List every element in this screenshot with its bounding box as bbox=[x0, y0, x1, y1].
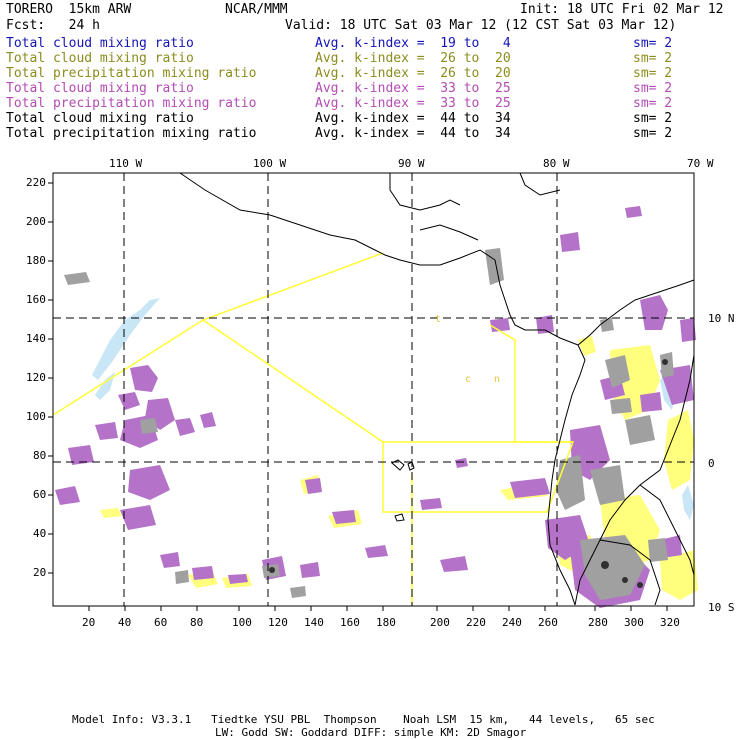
legend-name-3: Total precipitation mixing ratio bbox=[6, 66, 257, 81]
lon-label-90w: 90 W bbox=[398, 157, 425, 170]
x-tick-320: 320 bbox=[660, 616, 680, 629]
model-title: TORERO 15km ARW bbox=[6, 2, 132, 17]
x-tick-140: 140 bbox=[304, 616, 324, 629]
legend-kindex-3: Avg. k-index = 26 to 20 bbox=[315, 66, 511, 81]
y-tick-40: 40 bbox=[33, 527, 47, 540]
lat-lon-grid bbox=[53, 173, 694, 606]
y-tick-20: 20 bbox=[33, 566, 47, 579]
forecast-hour: Fcst: 24 h bbox=[6, 18, 100, 33]
legend-name-6: Total cloud mixing ratio bbox=[6, 111, 194, 126]
y-tick-200: 200 bbox=[26, 215, 46, 228]
legend-sm-1: sm= 2 bbox=[633, 36, 673, 51]
legend-sm-6: sm= 2 bbox=[633, 111, 673, 126]
region-label-c: c bbox=[465, 374, 471, 385]
lat-label-10n: 10 N bbox=[708, 312, 735, 325]
x-tick-260: 260 bbox=[538, 616, 558, 629]
legend-kindex-6: Avg. k-index = 44 to 34 bbox=[315, 111, 511, 126]
y-tick-100: 100 bbox=[26, 410, 46, 423]
legend-name-4: Total cloud mixing ratio bbox=[6, 81, 194, 96]
legend-kindex-2: Avg. k-index = 26 to 20 bbox=[315, 51, 511, 66]
legend-name-1: Total cloud mixing ratio bbox=[6, 36, 194, 51]
legend-kindex-7: Avg. k-index = 44 to 34 bbox=[315, 126, 511, 141]
y-tick-80: 80 bbox=[33, 449, 47, 462]
footer-model-info: Model Info: V3.3.1 Tiedtke YSU PBL Thomp… bbox=[72, 713, 655, 726]
footer-physics-info: LW: Godd SW: Goddard DIFF: simple KM: 2D… bbox=[215, 726, 527, 739]
coastlines bbox=[179, 172, 695, 606]
y-tick-120: 120 bbox=[26, 371, 46, 384]
gray-cloud-areas bbox=[64, 248, 674, 600]
x-tick-300: 300 bbox=[624, 616, 644, 629]
x-tick-240: 240 bbox=[502, 616, 522, 629]
x-tick-160: 160 bbox=[340, 616, 360, 629]
legend-kindex-1: Avg. k-index = 19 to 4 bbox=[315, 36, 511, 51]
legend-sm-4: sm= 2 bbox=[633, 81, 673, 96]
legend-sm-2: sm= 2 bbox=[633, 51, 673, 66]
x-tick-20: 20 bbox=[82, 616, 96, 629]
x-tick-40: 40 bbox=[118, 616, 132, 629]
map-frame bbox=[52, 172, 695, 607]
legend-name-5: Total precipitation mixing ratio bbox=[6, 96, 257, 111]
x-tick-180: 180 bbox=[376, 616, 396, 629]
legend-sm-5: sm= 2 bbox=[633, 96, 673, 111]
lon-label-70w: 70 W bbox=[687, 157, 714, 170]
lat-label-0: 0 bbox=[708, 457, 715, 470]
valid-time: Valid: 18 UTC Sat 03 Mar 12 (12 CST Sat … bbox=[285, 18, 677, 33]
legend-name-7: Total precipitation mixing ratio bbox=[6, 126, 257, 141]
y-tick-140: 140 bbox=[26, 332, 46, 345]
x-tick-100: 100 bbox=[232, 616, 252, 629]
y-tick-180: 180 bbox=[26, 254, 46, 267]
lon-label-110w: 110 W bbox=[109, 157, 143, 170]
region-label-n: n bbox=[494, 374, 500, 385]
x-tick-120: 120 bbox=[268, 616, 288, 629]
x-tick-60: 60 bbox=[154, 616, 168, 629]
y-tick-60: 60 bbox=[33, 488, 47, 501]
lat-label-10s: 10 S bbox=[708, 601, 735, 614]
y-tick-160: 160 bbox=[26, 293, 46, 306]
dark-cloud-cores bbox=[269, 359, 668, 588]
region-label-t: t bbox=[435, 314, 441, 325]
legend-kindex-5: Avg. k-index = 33 to 25 bbox=[315, 96, 511, 111]
lon-label-80w: 80 W bbox=[543, 157, 570, 170]
legend-name-2: Total cloud mixing ratio bbox=[6, 51, 194, 66]
axis-ticks bbox=[48, 182, 668, 611]
x-tick-280: 280 bbox=[588, 616, 608, 629]
x-tick-220: 220 bbox=[466, 616, 486, 629]
legend-sm-7: sm= 2 bbox=[633, 126, 673, 141]
init-time: Init: 18 UTC Fri 02 Mar 12 bbox=[520, 2, 724, 17]
lon-label-100w: 100 W bbox=[253, 157, 287, 170]
y-tick-220: 220 bbox=[26, 176, 46, 189]
x-tick-80: 80 bbox=[190, 616, 204, 629]
x-tick-200: 200 bbox=[430, 616, 450, 629]
legend-sm-3: sm= 2 bbox=[633, 66, 673, 81]
center-label: NCAR/MMM bbox=[225, 2, 288, 17]
legend-kindex-4: Avg. k-index = 33 to 25 bbox=[315, 81, 511, 96]
